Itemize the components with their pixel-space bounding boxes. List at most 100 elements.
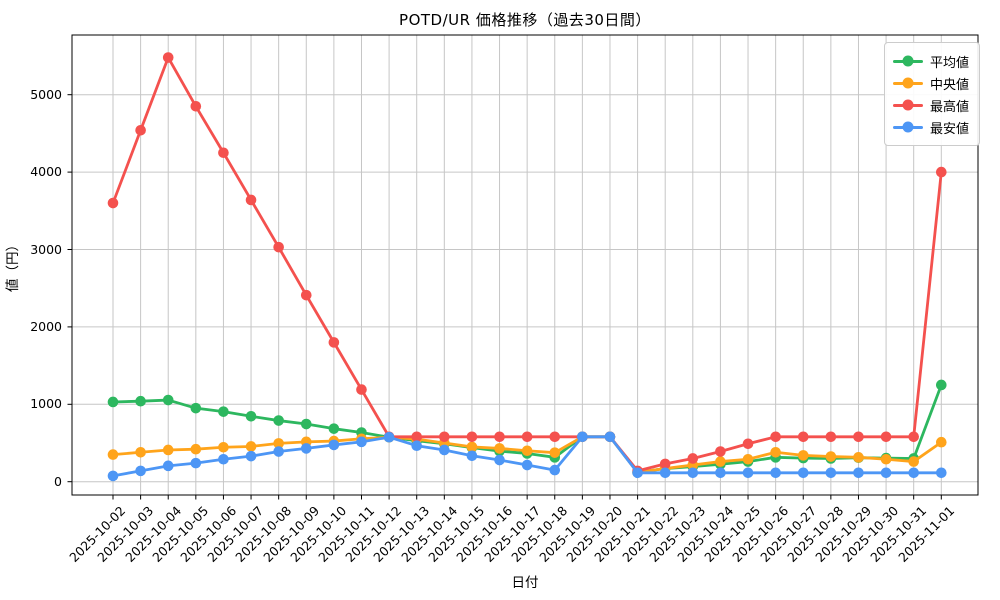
series-point-min bbox=[273, 446, 284, 457]
series-point-min bbox=[521, 459, 533, 471]
series-point-average bbox=[162, 394, 174, 406]
series-point-max bbox=[742, 438, 754, 450]
series-point-min bbox=[190, 457, 202, 469]
series-point-min bbox=[825, 467, 837, 479]
series-point-min bbox=[853, 467, 864, 479]
series-point-min bbox=[356, 436, 367, 448]
series-point-median bbox=[825, 451, 837, 462]
legend-item-min: 最安値 bbox=[893, 116, 969, 138]
series-point-max bbox=[273, 241, 284, 253]
plot-border bbox=[71, 34, 979, 496]
series-point-median bbox=[245, 441, 257, 452]
series-point-min bbox=[797, 467, 809, 479]
series-point-max bbox=[300, 289, 312, 301]
legend-label: 最高値 bbox=[930, 99, 970, 115]
series-point-min bbox=[107, 470, 119, 482]
series-point-max bbox=[825, 431, 837, 443]
series-point-max bbox=[936, 166, 947, 178]
series-point-max bbox=[853, 431, 864, 443]
legend-item-max: 最高値 bbox=[893, 94, 969, 116]
series-point-median bbox=[162, 444, 174, 456]
series-point-min bbox=[770, 467, 781, 479]
series-point-max bbox=[135, 125, 146, 136]
series-point-max bbox=[411, 431, 423, 443]
series-point-average bbox=[107, 396, 119, 408]
y-tick-label: 3000 bbox=[30, 241, 62, 257]
legend-marker-icon bbox=[893, 77, 923, 90]
series-point-min bbox=[245, 450, 257, 462]
series-point-min bbox=[300, 443, 312, 454]
series-point-min bbox=[936, 467, 947, 479]
series-point-median bbox=[797, 450, 809, 461]
legend-marker-icon bbox=[893, 121, 923, 134]
series-point-max bbox=[107, 197, 119, 209]
series-point-max bbox=[549, 431, 561, 443]
series-point-min bbox=[411, 440, 423, 452]
series-point-min bbox=[687, 467, 699, 479]
series-point-median bbox=[218, 441, 229, 453]
series-point-max bbox=[687, 453, 699, 464]
series-point-min bbox=[494, 454, 505, 466]
series-point-average bbox=[328, 423, 340, 434]
series-point-median bbox=[880, 453, 892, 465]
y-tick-label: 4000 bbox=[30, 164, 62, 180]
series-point-median bbox=[135, 446, 146, 458]
chart-title: POTD/UR 価格推移（過去30日間） bbox=[399, 11, 651, 29]
series-point-max bbox=[439, 431, 450, 443]
series-point-median bbox=[715, 456, 726, 467]
series-point-median bbox=[494, 443, 505, 454]
x-axis-label: 日付 bbox=[511, 575, 539, 591]
legend-marker-icon bbox=[893, 55, 923, 68]
series-point-max bbox=[466, 431, 478, 443]
series-point-min bbox=[659, 467, 671, 479]
series-point-median bbox=[742, 453, 754, 465]
series-point-max bbox=[659, 458, 671, 470]
series-point-max bbox=[356, 384, 367, 395]
y-tick-label: 5000 bbox=[30, 86, 62, 102]
series-point-median bbox=[853, 452, 864, 463]
series-point-median bbox=[190, 443, 202, 455]
series-point-average bbox=[245, 410, 257, 422]
series-point-max bbox=[190, 101, 202, 112]
series-point-average bbox=[936, 379, 947, 391]
series-point-max bbox=[328, 337, 340, 348]
series-point-min bbox=[604, 431, 616, 443]
series-point-median bbox=[908, 456, 919, 467]
series-point-max bbox=[880, 431, 892, 443]
series-point-max bbox=[245, 194, 257, 206]
series-point-median bbox=[466, 441, 478, 453]
series-point-average bbox=[135, 395, 146, 407]
series-point-max bbox=[797, 431, 809, 443]
series-point-min bbox=[162, 460, 174, 472]
legend: 平均値中央値最高値最安値 bbox=[884, 42, 981, 146]
series-point-max bbox=[521, 431, 533, 443]
series-point-min bbox=[632, 467, 643, 479]
y-tick-label: 0 bbox=[54, 473, 62, 489]
series-point-median bbox=[273, 438, 284, 449]
legend-marker-icon bbox=[893, 99, 923, 112]
series-point-min bbox=[742, 467, 754, 479]
legend-item-average: 平均値 bbox=[893, 50, 969, 72]
series-point-min bbox=[908, 467, 919, 479]
series-point-max bbox=[715, 446, 726, 457]
series-point-min bbox=[577, 431, 588, 443]
series-point-min bbox=[439, 444, 450, 456]
series-point-min bbox=[715, 467, 726, 479]
legend-label: 中央値 bbox=[930, 77, 970, 93]
y-tick-label: 2000 bbox=[30, 318, 62, 334]
series-point-median bbox=[549, 447, 561, 458]
series-point-min bbox=[135, 465, 146, 477]
series-point-max bbox=[908, 431, 919, 443]
series-point-max bbox=[218, 147, 229, 159]
legend-label: 平均値 bbox=[930, 55, 970, 71]
series-point-min bbox=[218, 453, 229, 465]
series-point-max bbox=[162, 52, 174, 63]
series-point-average bbox=[273, 415, 284, 426]
series-point-median bbox=[936, 436, 947, 448]
series-point-min bbox=[549, 464, 561, 476]
series-point-min bbox=[880, 467, 892, 479]
series-point-max bbox=[770, 431, 781, 443]
legend-label: 最安値 bbox=[930, 121, 970, 137]
